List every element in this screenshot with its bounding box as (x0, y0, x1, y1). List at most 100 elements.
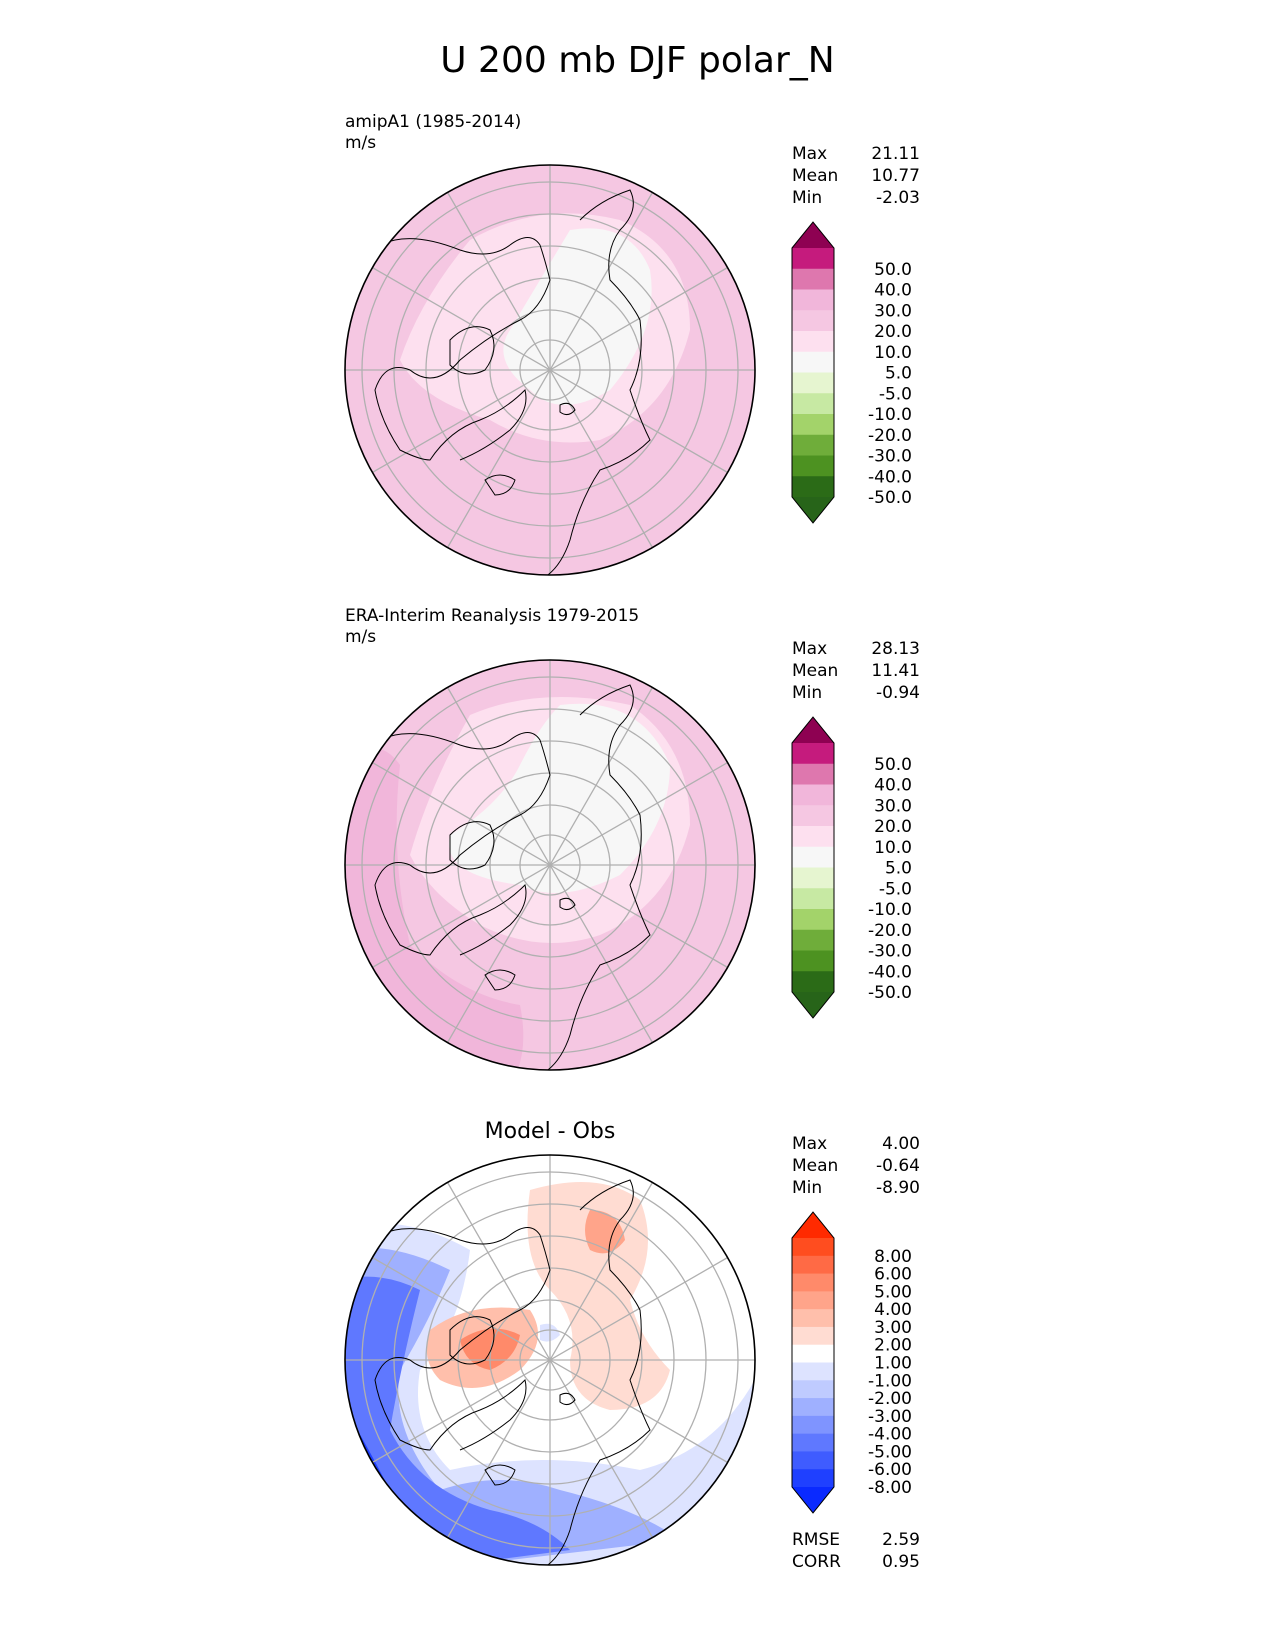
panel1-coastlines (374, 189, 651, 575)
stat-value: 28.13 (871, 639, 920, 659)
rmse-label: RMSE (792, 1530, 841, 1550)
colorbar-outline (791, 1211, 835, 1514)
stat-value: 10.77 (871, 166, 920, 186)
panel3-positive-band-1 (527, 1182, 670, 1410)
panel2-graticule (345, 660, 755, 1070)
difference-metrics: RMSE 2.59 CORR 0.95 (792, 1529, 920, 1573)
panel1-label-line1: amipA1 (1985-2014) (345, 112, 522, 132)
stat-value: -0.94 (876, 683, 920, 703)
panel2-label: ERA-Interim Reanalysis 1979-2015 m/s (345, 606, 639, 648)
colorbar-tick-label: -10.0 (868, 405, 912, 425)
panel3-stats: Max 4.00 Mean -0.64 Min -8.90 (792, 1133, 920, 1199)
colorbar-segment (792, 805, 834, 827)
colorbar-extend-max (792, 222, 834, 248)
stat-label: Mean (792, 1156, 839, 1176)
colorbar-tick-label: -5.0 (879, 879, 912, 899)
panel2-polar-map (344, 659, 756, 1071)
panel3-positive-core-1 (585, 1210, 625, 1254)
colorbar-tick-label: 4.00 (874, 1300, 912, 1320)
corr-label: CORR (792, 1552, 841, 1572)
colorbar-tick-label: 8.00 (874, 1247, 912, 1267)
stat-label: Min (792, 1178, 823, 1198)
colorbar-segment (792, 1380, 834, 1399)
colorbar-tick-label: 20.0 (874, 322, 912, 342)
colorbar-tick-label: -4.00 (868, 1425, 912, 1445)
colorbar-tick-label: 10.0 (874, 838, 912, 858)
colorbar-tick-label: 40.0 (874, 281, 912, 301)
corr-value: 0.95 (882, 1552, 920, 1572)
colorbar-extend-min (792, 992, 834, 1018)
colorbar-segment (792, 1309, 834, 1328)
colorbar-tick-label: 1.00 (874, 1354, 912, 1374)
stat-value: -0.64 (876, 1156, 920, 1176)
colorbar-segment (792, 784, 834, 806)
panel2-calm-region (448, 703, 670, 893)
stat-value: -8.90 (876, 1178, 920, 1198)
colorbar-tick-label: -50.0 (868, 488, 912, 508)
colorbar-tick-label: 10.0 (874, 343, 912, 363)
colorbar-tick-label: 5.0 (885, 364, 912, 384)
panel1-label: amipA1 (1985-2014) m/s (345, 112, 521, 154)
colorbar-segment (792, 393, 834, 415)
colorbar-segment (792, 909, 834, 931)
rmse-value: 2.59 (882, 1530, 920, 1550)
colorbar-segment (792, 414, 834, 436)
colorbar-segment (792, 1344, 834, 1363)
colorbar-segment (792, 929, 834, 951)
colorbar-segment (792, 1415, 834, 1435)
colorbar-tick-label: -20.0 (868, 921, 912, 941)
colorbar-outline (791, 221, 835, 524)
colorbar-tick-label: 40.0 (874, 776, 912, 796)
colorbar-segment (792, 1238, 834, 1257)
colorbar-tick-label: 30.0 (874, 796, 912, 816)
colorbar-tick-label: -5.00 (868, 1442, 912, 1462)
colorbar-tick-label: 3.00 (874, 1318, 912, 1338)
colorbar-segment (792, 1469, 834, 1488)
panel2-colorbar: 50.040.030.020.010.05.0-5.0-10.0-20.0-30… (791, 716, 912, 1019)
colorbar-tick-label: 2.00 (874, 1336, 912, 1356)
colorbar-segment (792, 867, 834, 889)
colorbar-tick-label: 50.0 (874, 260, 912, 280)
colorbar-segment (792, 1255, 834, 1275)
colorbar-segment (792, 950, 834, 972)
colorbar-tick-label: -30.0 (868, 942, 912, 962)
stat-label: Max (792, 639, 828, 659)
colorbar-tick-label: -1.00 (868, 1371, 912, 1391)
colorbar-segment (792, 826, 834, 848)
colorbar-extend-max (792, 1212, 834, 1238)
colorbar-tick-label: -2.00 (868, 1389, 912, 1409)
colorbar-extend-max (792, 717, 834, 743)
panel2-stats: Max 28.13 Mean 11.41 Min -0.94 (792, 638, 920, 704)
figure-title: U 200 mb DJF polar_N (440, 40, 835, 81)
colorbar-segment (792, 476, 834, 498)
panel3-graticule (345, 1155, 755, 1565)
stat-label: Min (792, 683, 823, 703)
colorbar-tick-label: -6.00 (868, 1460, 912, 1480)
colorbar-segment (792, 743, 834, 765)
colorbar-segment (792, 248, 834, 270)
colorbar-tick-label: -10.0 (868, 900, 912, 920)
panel1-map-outline (344, 164, 756, 576)
colorbar-tick-label: 30.0 (874, 301, 912, 321)
colorbar-segment (792, 1451, 834, 1470)
colorbar-segment (792, 1273, 834, 1292)
panel2-label-line1: ERA-Interim Reanalysis 1979-2015 (345, 606, 640, 626)
colorbar-tick-label: -40.0 (868, 962, 912, 982)
colorbar-tick-label: 50.0 (874, 755, 912, 775)
colorbar-outline (791, 716, 835, 1019)
panel1-label-units: m/s (345, 133, 377, 153)
colorbar-segment (792, 372, 834, 394)
colorbar-segment (792, 268, 834, 290)
colorbar-segment (792, 763, 834, 785)
colorbar-tick-label: 5.00 (874, 1282, 912, 1302)
panel1-stats: Max 21.11 Mean 10.77 Min -2.03 (792, 143, 920, 209)
panel2-label-units: m/s (345, 627, 377, 647)
colorbar-segment (792, 888, 834, 910)
colorbar-tick-label: -20.0 (868, 426, 912, 446)
stat-label: Max (792, 144, 828, 164)
stat-label: Mean (792, 166, 839, 186)
stat-label: Min (792, 188, 823, 208)
panel3-coastlines (374, 1179, 651, 1565)
panel1-polar-map (344, 164, 756, 576)
difference-panel-title: Model - Obs (484, 1119, 616, 1144)
